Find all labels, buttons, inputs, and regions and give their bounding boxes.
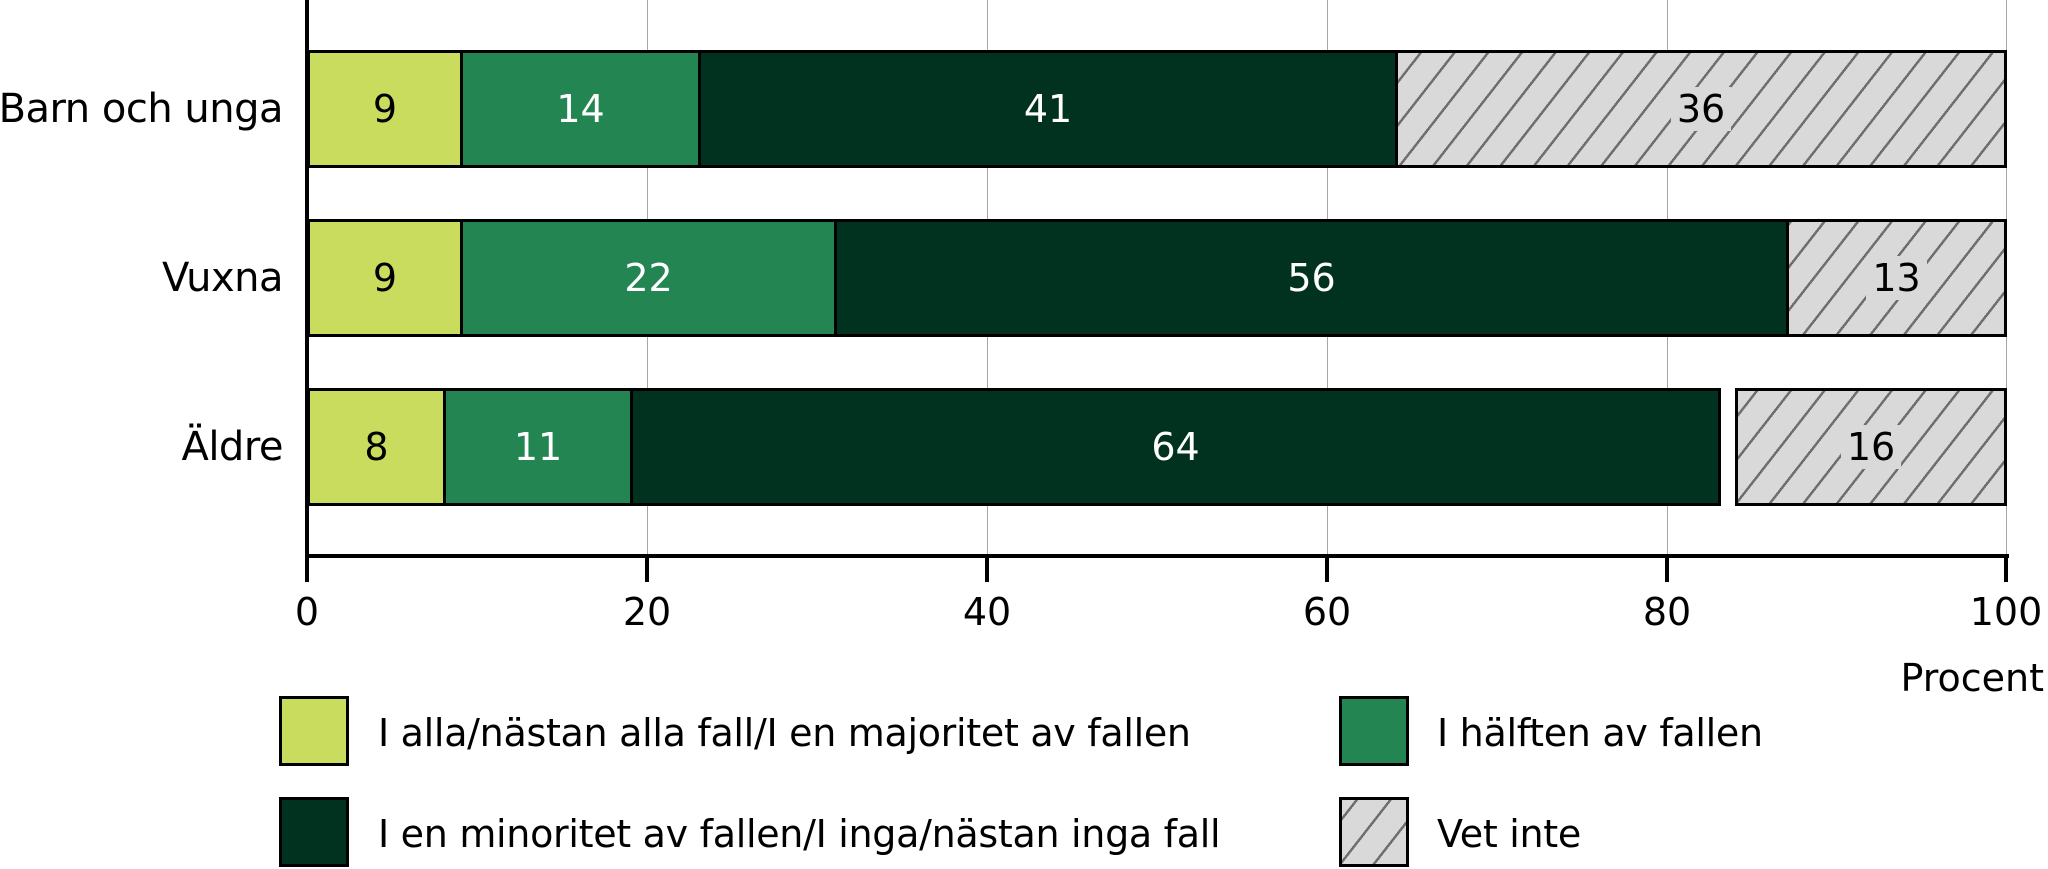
x-tick-label: 80 — [1642, 590, 1692, 634]
legend-label-half: I hälften av fallen — [1437, 711, 1763, 755]
y-axis — [305, 0, 309, 558]
segment-value: 9 — [372, 256, 398, 300]
bar-segment: 13 — [1786, 219, 2007, 337]
x-tick — [985, 556, 989, 582]
segment-value: 16 — [1840, 425, 1902, 469]
segment-value: 8 — [364, 425, 389, 469]
segment-value: 13 — [1866, 256, 1927, 300]
bar-segment: 11 — [443, 388, 633, 506]
bar-segment: 9 — [307, 50, 463, 168]
segment-value: 22 — [624, 256, 673, 300]
x-tick — [645, 556, 649, 582]
x-axis-unit-label: Procent — [1900, 656, 2044, 700]
segment-value: 56 — [1287, 256, 1336, 300]
bar-segment: 41 — [698, 50, 1398, 168]
segment-value: 41 — [1023, 87, 1073, 131]
category-label-vuxna: Vuxna — [161, 255, 284, 301]
bar-segment: 64 — [630, 388, 1721, 506]
legend-swatch-majority — [279, 696, 349, 766]
bar-segment: 16 — [1735, 388, 2007, 506]
category-label-aldre: Äldre — [181, 424, 283, 470]
category-label-barn-och-unga: Barn och unga — [0, 86, 284, 132]
legend-label-minority: I en minoritet av fallen/I inga/nästan i… — [378, 812, 1221, 856]
segment-value: 36 — [1670, 87, 1732, 131]
bar-segment: 8 — [307, 388, 446, 506]
bar-aldre: 8 11 64 16 — [307, 388, 2007, 506]
bar-segment: 22 — [460, 219, 837, 337]
x-tick-label: 60 — [1302, 590, 1352, 634]
legend-label-dont-know: Vet inte — [1437, 812, 1581, 856]
x-tick-label: 100 — [1969, 590, 2043, 634]
legend-swatch-minority — [279, 797, 349, 867]
segment-value: 64 — [1151, 425, 1200, 469]
x-tick-label: 20 — [622, 590, 672, 634]
legend-swatch-dont-know — [1339, 797, 1409, 867]
bar-segment: 9 — [307, 219, 463, 337]
legend-swatch-half — [1339, 696, 1409, 766]
segment-value: 14 — [556, 87, 605, 131]
segment-value: 9 — [372, 87, 398, 131]
x-tick-label: 0 — [294, 590, 320, 634]
x-axis — [305, 554, 2009, 558]
x-tick — [2004, 556, 2008, 582]
bar-segment: 14 — [460, 50, 701, 168]
x-tick-label: 40 — [962, 590, 1012, 634]
bar-barn-och-unga: 9 14 41 36 — [307, 50, 2007, 168]
legend-label-majority: I alla/nästan alla fall/I en majoritet a… — [378, 711, 1191, 755]
segment-value: 11 — [513, 425, 563, 469]
bar-segment: 56 — [834, 219, 1789, 337]
x-tick — [1665, 556, 1669, 582]
x-tick — [305, 556, 309, 582]
x-tick — [1325, 556, 1329, 582]
bar-segment: 36 — [1395, 50, 2007, 168]
bar-vuxna: 9 22 56 13 — [307, 219, 2007, 337]
